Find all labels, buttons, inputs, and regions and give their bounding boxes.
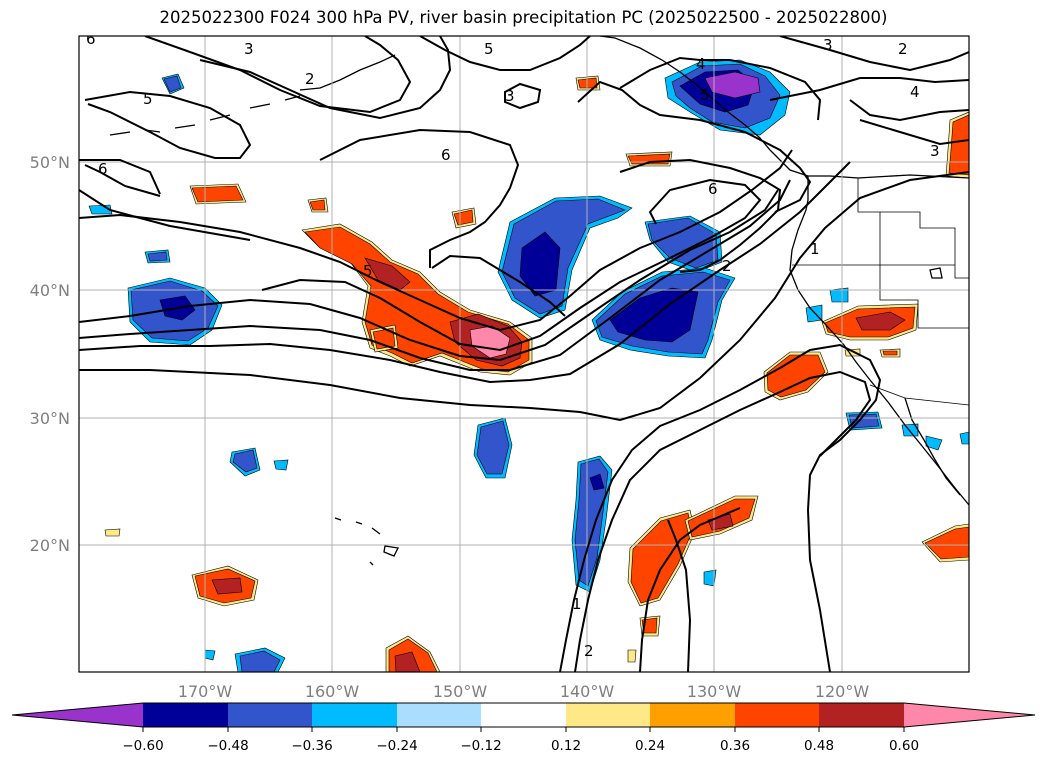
colorbar-segment [566,703,650,727]
contour-label: 5 [143,90,153,108]
colorbar-tick-label: 0.24 [635,738,665,754]
colorbar-segment [481,703,566,727]
lon-label: 160°W [305,682,360,701]
colorbar-segment [228,703,312,727]
lon-label: 120°W [815,682,870,701]
colorbar-segment [650,703,735,727]
contour-label: 6 [708,180,718,198]
contour-label: 5 [484,40,494,58]
contour-label: 3 [505,87,515,105]
contour-label: 2 [584,642,594,660]
map-title: 2025022300 F024 300 hPa PV, river basin … [159,8,888,27]
colorbar-tick-label: −0.36 [291,738,332,754]
contour-label: 3 [823,36,833,54]
lat-axis-labels: 50°N 40°N 30°N 20°N [30,153,70,555]
lon-label: 170°W [178,682,233,701]
contour-label: 5 [363,262,373,280]
lat-label: 20°N [30,536,70,555]
colorbar-tick-label: −0.48 [207,738,248,754]
colorbar-tick-label: −0.12 [460,738,501,754]
lon-axis-labels: 170°W 160°W 150°W 140°W 130°W 120°W [178,682,870,701]
colorbar-extend-max [904,703,1035,727]
contour-label: 4 [696,55,706,73]
colorbar-segment [735,703,819,727]
colorbar-segment [397,703,481,727]
colorbar-segment [143,703,228,727]
colorbar-extend-min [12,703,143,727]
colorbar-tick-label: 0.12 [551,738,581,754]
contour-label: 6 [441,146,451,164]
contour-label: 1 [810,240,820,258]
pv-contour-labels: 6 3 2 5 5 3 3 2 4 4 3 5 6 6 5 6 2 1 1 2 [86,30,940,660]
map-area: 6 3 2 5 5 3 3 2 4 4 3 5 6 6 5 6 2 1 1 2 [79,30,969,672]
colorbar-tick-label: −0.24 [376,738,417,754]
contour-label: 1 [572,595,582,613]
lat-label: 40°N [30,281,70,300]
contour-label: 6 [86,30,96,48]
contour-label: 6 [98,160,108,178]
colorbar-tick-label: −0.60 [122,738,163,754]
colorbar-segment [819,703,904,727]
lat-label: 30°N [30,409,70,428]
contour-label: 3 [244,40,254,58]
colorbar-tick-label: 0.36 [720,738,750,754]
colorbar [11,702,1036,732]
contour-label: 2 [722,257,732,275]
pv-contours [79,36,969,672]
lon-label: 150°W [433,682,488,701]
negative-precip-shading [88,59,969,672]
contour-label: 2 [898,40,908,58]
colorbar-labels: −0.60 −0.48 −0.36 −0.24 −0.12 0.12 0.24 … [122,738,919,754]
colorbar-tick-label: 0.60 [889,738,919,754]
lat-label: 50°N [30,153,70,172]
map-frame [78,35,970,673]
graticule [79,36,969,672]
contour-label: 5 [700,86,710,104]
lon-label: 140°W [560,682,615,701]
contour-label: 3 [930,142,940,160]
colorbar-segment [312,703,397,727]
contour-label: 2 [305,70,315,88]
lon-label: 130°W [687,682,742,701]
colorbar-tick-label: 0.48 [804,738,834,754]
contour-label: 4 [910,83,920,101]
